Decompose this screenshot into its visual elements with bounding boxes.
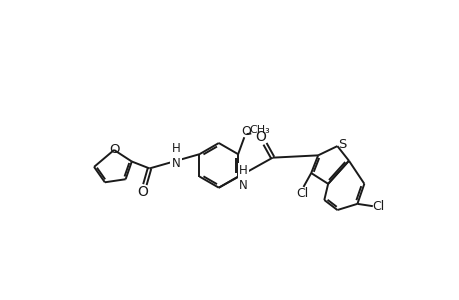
Text: O: O	[109, 143, 119, 157]
Text: O: O	[241, 124, 251, 138]
Text: CH₃: CH₃	[249, 124, 269, 135]
Text: S: S	[338, 138, 346, 151]
Text: Cl: Cl	[371, 200, 383, 213]
Text: Cl: Cl	[296, 187, 308, 200]
Text: O: O	[255, 130, 266, 144]
Text: O: O	[137, 184, 148, 199]
Text: H
N: H N	[171, 142, 180, 170]
Text: H
N: H N	[239, 164, 247, 192]
